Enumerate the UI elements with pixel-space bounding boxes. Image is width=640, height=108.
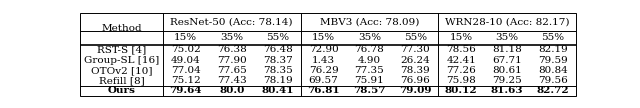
Text: 75.91: 75.91 [355, 76, 384, 85]
Text: 80.12: 80.12 [445, 87, 477, 95]
Text: 78.37: 78.37 [263, 56, 292, 64]
Text: 75.98: 75.98 [446, 76, 476, 85]
Text: 82.19: 82.19 [538, 45, 568, 54]
Text: 80.41: 80.41 [261, 87, 294, 95]
Text: 80.0: 80.0 [219, 87, 244, 95]
Text: ResNet-50 (Acc: 78.14): ResNet-50 (Acc: 78.14) [170, 18, 293, 27]
Text: 35%: 35% [220, 33, 243, 42]
Text: 79.09: 79.09 [399, 87, 431, 95]
Text: 76.96: 76.96 [401, 76, 430, 85]
Text: 76.38: 76.38 [217, 45, 246, 54]
Text: 78.56: 78.56 [446, 45, 476, 54]
Text: 79.59: 79.59 [538, 56, 568, 64]
Text: 35%: 35% [495, 33, 518, 42]
Text: 55%: 55% [404, 33, 427, 42]
Text: 77.26: 77.26 [446, 66, 476, 75]
Text: 81.18: 81.18 [492, 45, 522, 54]
Text: 35%: 35% [358, 33, 381, 42]
Text: Group-SL [16]: Group-SL [16] [84, 56, 159, 64]
Text: 77.35: 77.35 [355, 66, 384, 75]
Text: 78.19: 78.19 [263, 76, 292, 85]
Text: 77.90: 77.90 [217, 56, 246, 64]
Text: 77.43: 77.43 [217, 76, 246, 85]
Text: 80.84: 80.84 [538, 66, 568, 75]
Text: 81.63: 81.63 [491, 87, 524, 95]
Text: MBV3 (Acc: 78.09): MBV3 (Acc: 78.09) [320, 18, 419, 27]
Text: 49.04: 49.04 [171, 56, 201, 64]
Text: 77.30: 77.30 [401, 45, 430, 54]
Text: 78.39: 78.39 [401, 66, 430, 75]
Text: 80.61: 80.61 [492, 66, 522, 75]
Text: 76.48: 76.48 [263, 45, 292, 54]
Text: 15%: 15% [312, 33, 335, 42]
Text: 4.90: 4.90 [358, 56, 381, 64]
Text: WRN28-10 (Acc: 82.17): WRN28-10 (Acc: 82.17) [445, 18, 570, 27]
Text: 76.78: 76.78 [355, 45, 384, 54]
Text: 77.04: 77.04 [171, 66, 201, 75]
Text: 15%: 15% [174, 33, 197, 42]
Text: 42.41: 42.41 [446, 56, 476, 64]
Text: 55%: 55% [541, 33, 564, 42]
Text: 1.43: 1.43 [312, 56, 335, 64]
Text: 67.71: 67.71 [492, 56, 522, 64]
Text: 76.81: 76.81 [307, 87, 340, 95]
Text: 82.72: 82.72 [537, 87, 570, 95]
Text: Method: Method [101, 24, 141, 33]
Text: Ours: Ours [108, 87, 136, 95]
Text: 77.65: 77.65 [217, 66, 246, 75]
Text: 78.35: 78.35 [263, 66, 292, 75]
Text: 26.24: 26.24 [401, 56, 430, 64]
Text: 79.56: 79.56 [538, 76, 568, 85]
Text: OTOv2 [10]: OTOv2 [10] [91, 66, 152, 75]
Text: 55%: 55% [266, 33, 289, 42]
Text: 79.25: 79.25 [492, 76, 522, 85]
Text: 79.64: 79.64 [170, 87, 202, 95]
Text: 75.02: 75.02 [171, 45, 201, 54]
Text: 78.57: 78.57 [353, 87, 386, 95]
Text: 75.12: 75.12 [171, 76, 201, 85]
Text: RST-S [4]: RST-S [4] [97, 45, 146, 54]
Text: 69.57: 69.57 [308, 76, 339, 85]
Text: 15%: 15% [450, 33, 473, 42]
Text: Refill [8]: Refill [8] [99, 76, 144, 85]
Text: 72.90: 72.90 [308, 45, 339, 54]
Text: 76.29: 76.29 [308, 66, 339, 75]
